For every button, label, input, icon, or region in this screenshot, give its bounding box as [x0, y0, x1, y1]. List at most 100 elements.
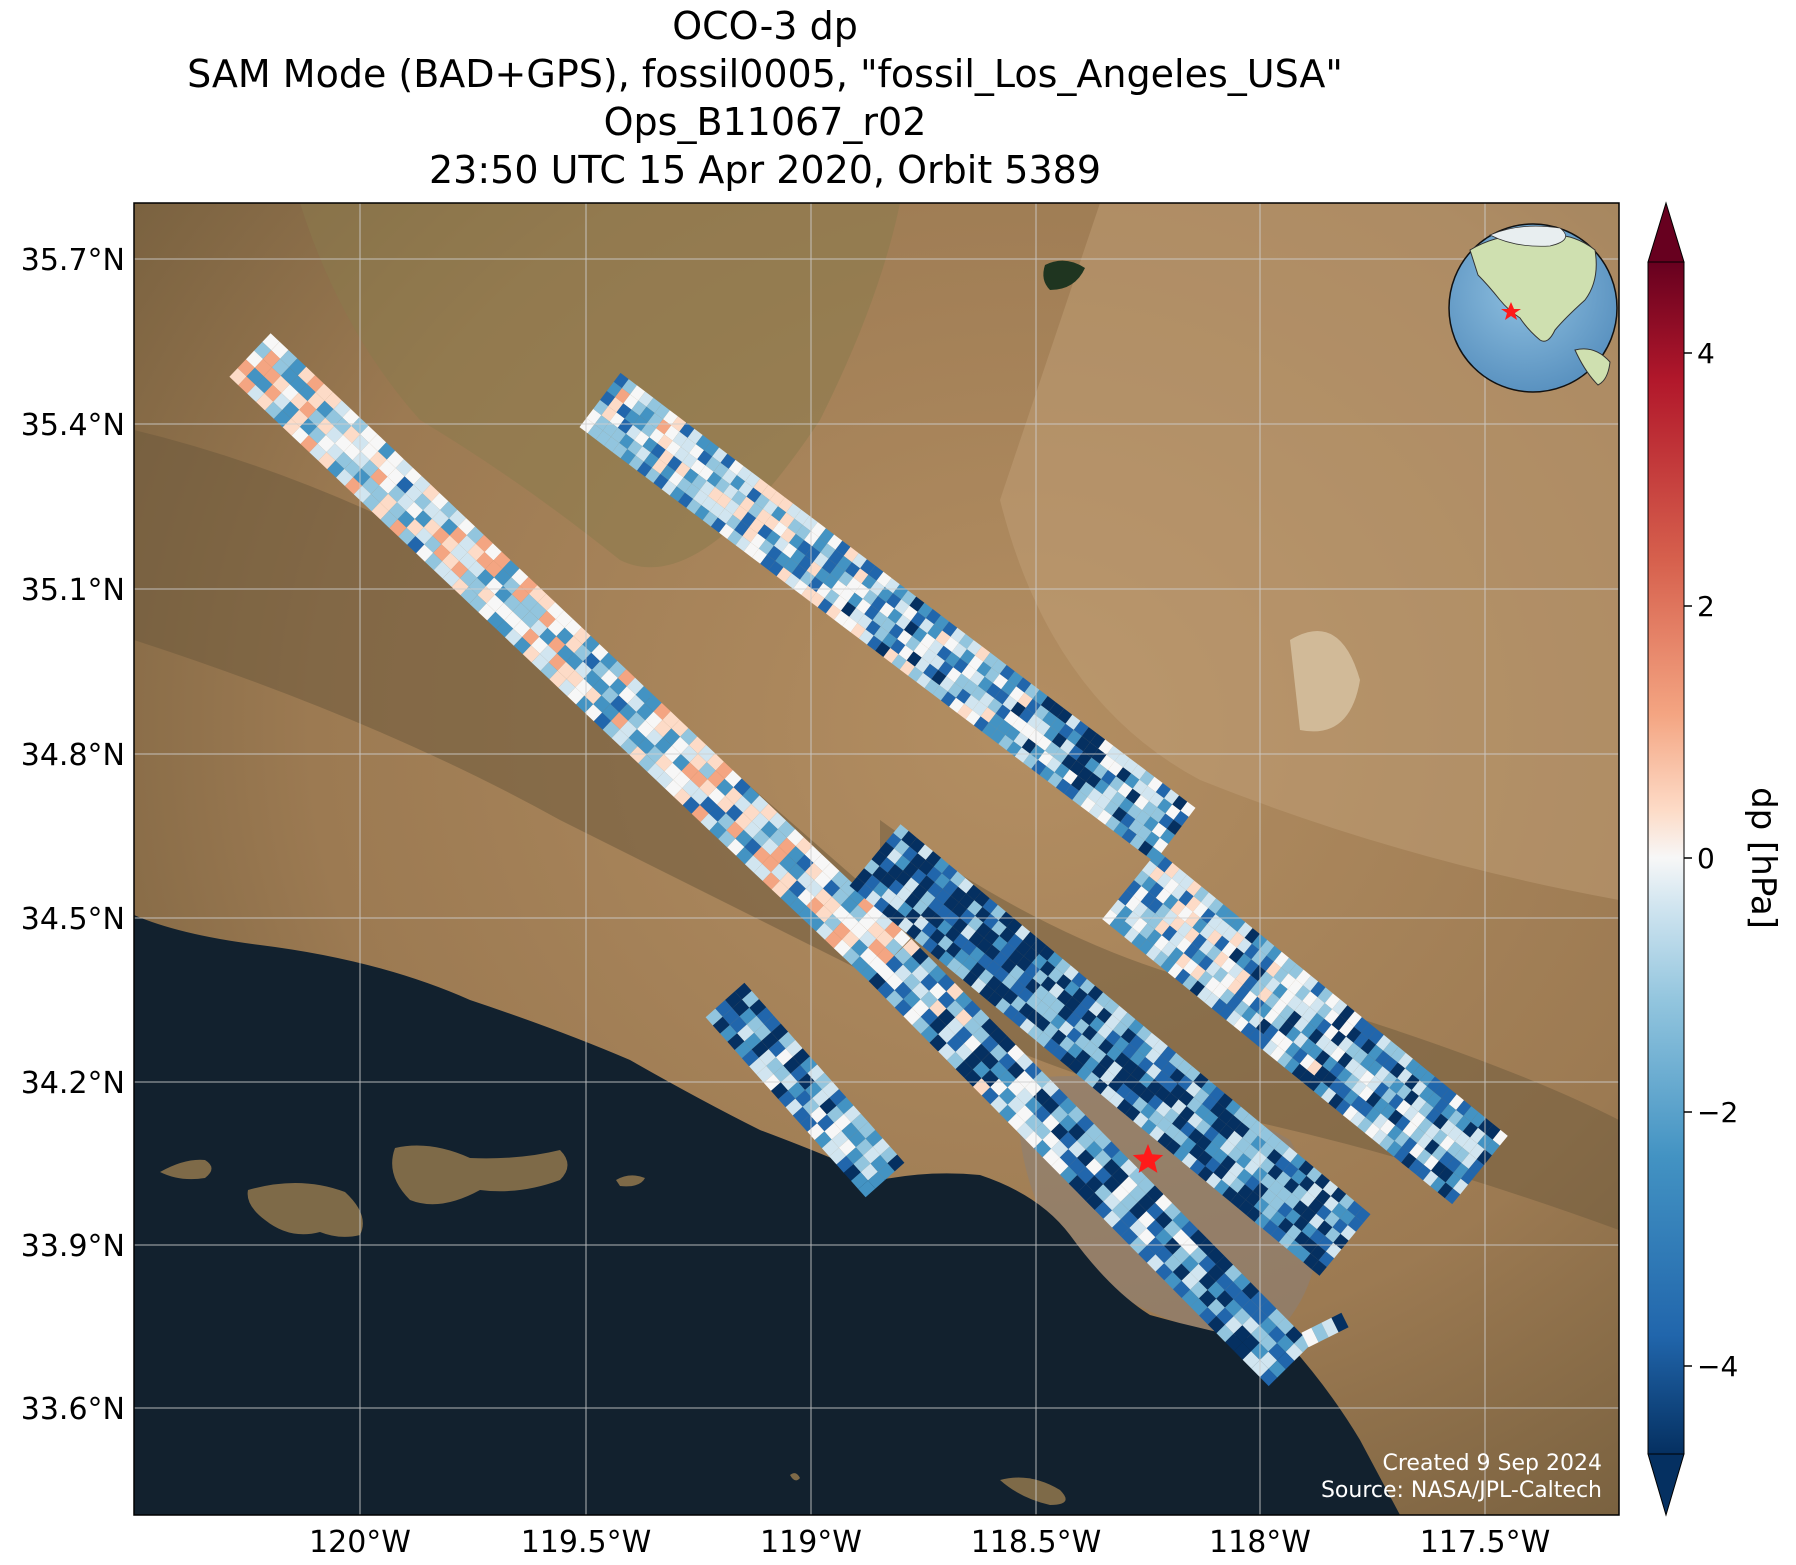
lon-tick-label: 119°W — [760, 1525, 862, 1560]
sounding-cell — [725, 991, 742, 1009]
sounding-cell — [1149, 850, 1166, 867]
sounding-cell — [557, 661, 575, 679]
sounding-cell — [1221, 941, 1237, 958]
sounding-cell — [1031, 938, 1047, 954]
sounding-cell — [968, 655, 984, 671]
sounding-cell — [1245, 1191, 1262, 1207]
sounding-cell — [1462, 1121, 1478, 1138]
sounding-cell — [881, 903, 898, 920]
sounding-cell — [751, 812, 769, 830]
sounding-cell — [1331, 1312, 1349, 1333]
sounding-cell — [1147, 1094, 1164, 1111]
sounding-cell — [731, 490, 747, 506]
sounding-cell — [1140, 892, 1156, 908]
sounding-cell — [1361, 1023, 1377, 1039]
sounding-cell — [903, 956, 921, 974]
sounding-cell — [255, 376, 273, 394]
sounding-cell — [1172, 1229, 1190, 1247]
sounding-cell — [764, 515, 780, 531]
sounding-cell — [929, 1034, 947, 1052]
sounding-cell — [548, 636, 566, 654]
sounding-cell — [326, 443, 344, 461]
sounding-cell — [742, 527, 758, 543]
sounding-cell — [719, 523, 735, 539]
sounding-cell — [653, 702, 671, 720]
sounding-cell — [576, 695, 594, 713]
sounding-cell — [1002, 989, 1018, 1005]
sounding-cell — [1190, 1263, 1208, 1282]
sounding-cell — [1112, 1005, 1128, 1022]
sounding-cell — [1282, 1147, 1298, 1163]
sounding-cell — [864, 859, 880, 875]
sounding-cell — [1181, 1237, 1199, 1256]
sounding-cell — [977, 676, 993, 693]
sounding-cell — [822, 1080, 839, 1098]
sounding-cell — [1416, 1149, 1432, 1165]
sounding-cell — [1275, 1171, 1292, 1187]
sounding-cell — [1094, 1167, 1112, 1185]
sounding-cell — [638, 391, 654, 407]
sounding-cell — [1113, 1036, 1130, 1053]
sounding-cell — [771, 1023, 789, 1041]
sounding-cell — [795, 1090, 813, 1107]
sounding-cell — [1197, 970, 1213, 987]
sounding-cell — [1052, 1045, 1068, 1061]
sounding-cell — [1280, 973, 1296, 990]
sounding-cell — [606, 381, 622, 398]
sounding-cell — [1137, 1176, 1155, 1194]
sounding-cell — [645, 728, 663, 746]
sounding-cell — [1311, 1322, 1329, 1343]
sounding-cell — [1146, 846, 1162, 863]
sounding-cell — [1016, 1070, 1034, 1088]
colorbar-extend-min — [1647, 1453, 1685, 1517]
sounding-cell — [1056, 974, 1072, 990]
sounding-cell — [1293, 1215, 1309, 1232]
sounding-cell — [1172, 1211, 1190, 1230]
sounding-cell — [238, 376, 256, 394]
gridlines — [134, 203, 1619, 1515]
sounding-cell — [1116, 767, 1132, 783]
sounding-cell — [883, 648, 899, 664]
sounding-cell — [1321, 1071, 1337, 1088]
sounding-cell — [1373, 1097, 1389, 1114]
sounding-cell — [717, 508, 733, 524]
sounding-cell — [1455, 1115, 1471, 1132]
sounding-cell — [691, 787, 709, 805]
sounding-cell — [1008, 949, 1024, 965]
sounding-cell — [628, 455, 644, 471]
sounding-cell — [531, 636, 549, 654]
sounding-cell — [1402, 1121, 1418, 1138]
sounding-cell — [1250, 981, 1266, 997]
sounding-cell — [1193, 1073, 1209, 1089]
sounding-cell — [613, 372, 629, 389]
sounding-cell — [893, 584, 908, 600]
sounding-cell — [991, 658, 1007, 674]
sounding-cell — [1358, 1085, 1374, 1102]
sounding-cell — [387, 468, 405, 486]
sounding-cell — [1085, 1141, 1103, 1159]
sounding-cell — [1153, 935, 1170, 951]
sounding-cell — [1005, 726, 1021, 742]
sounding-cell — [1113, 822, 1129, 838]
sounding-cell — [254, 341, 272, 359]
sounding-cell — [1309, 1229, 1326, 1245]
sounding-cell — [1233, 1106, 1249, 1123]
sounding-cell — [1035, 1016, 1051, 1032]
sounding-cell — [1415, 1164, 1431, 1181]
sounding-cell — [1068, 1106, 1086, 1124]
sounding-cell — [1373, 1082, 1390, 1098]
sounding-cell — [842, 930, 860, 948]
sounding-cell — [888, 879, 904, 896]
sounding-cell — [503, 594, 521, 612]
sounding-cell — [272, 375, 290, 393]
sounding-cell — [1331, 1202, 1347, 1219]
sounding-cell — [804, 845, 822, 863]
sounding-cell — [362, 494, 380, 512]
sounding-cell — [1104, 1014, 1121, 1031]
sounding-cell — [591, 644, 609, 662]
sounding-cell — [1448, 1110, 1464, 1126]
sounding-cell — [690, 770, 708, 788]
sounding-cell — [628, 729, 646, 747]
sounding-cell — [810, 522, 826, 538]
chart-subtitle-mode: SAM Mode (BAD+GPS), fossil0005, "fossil_… — [187, 52, 1343, 96]
